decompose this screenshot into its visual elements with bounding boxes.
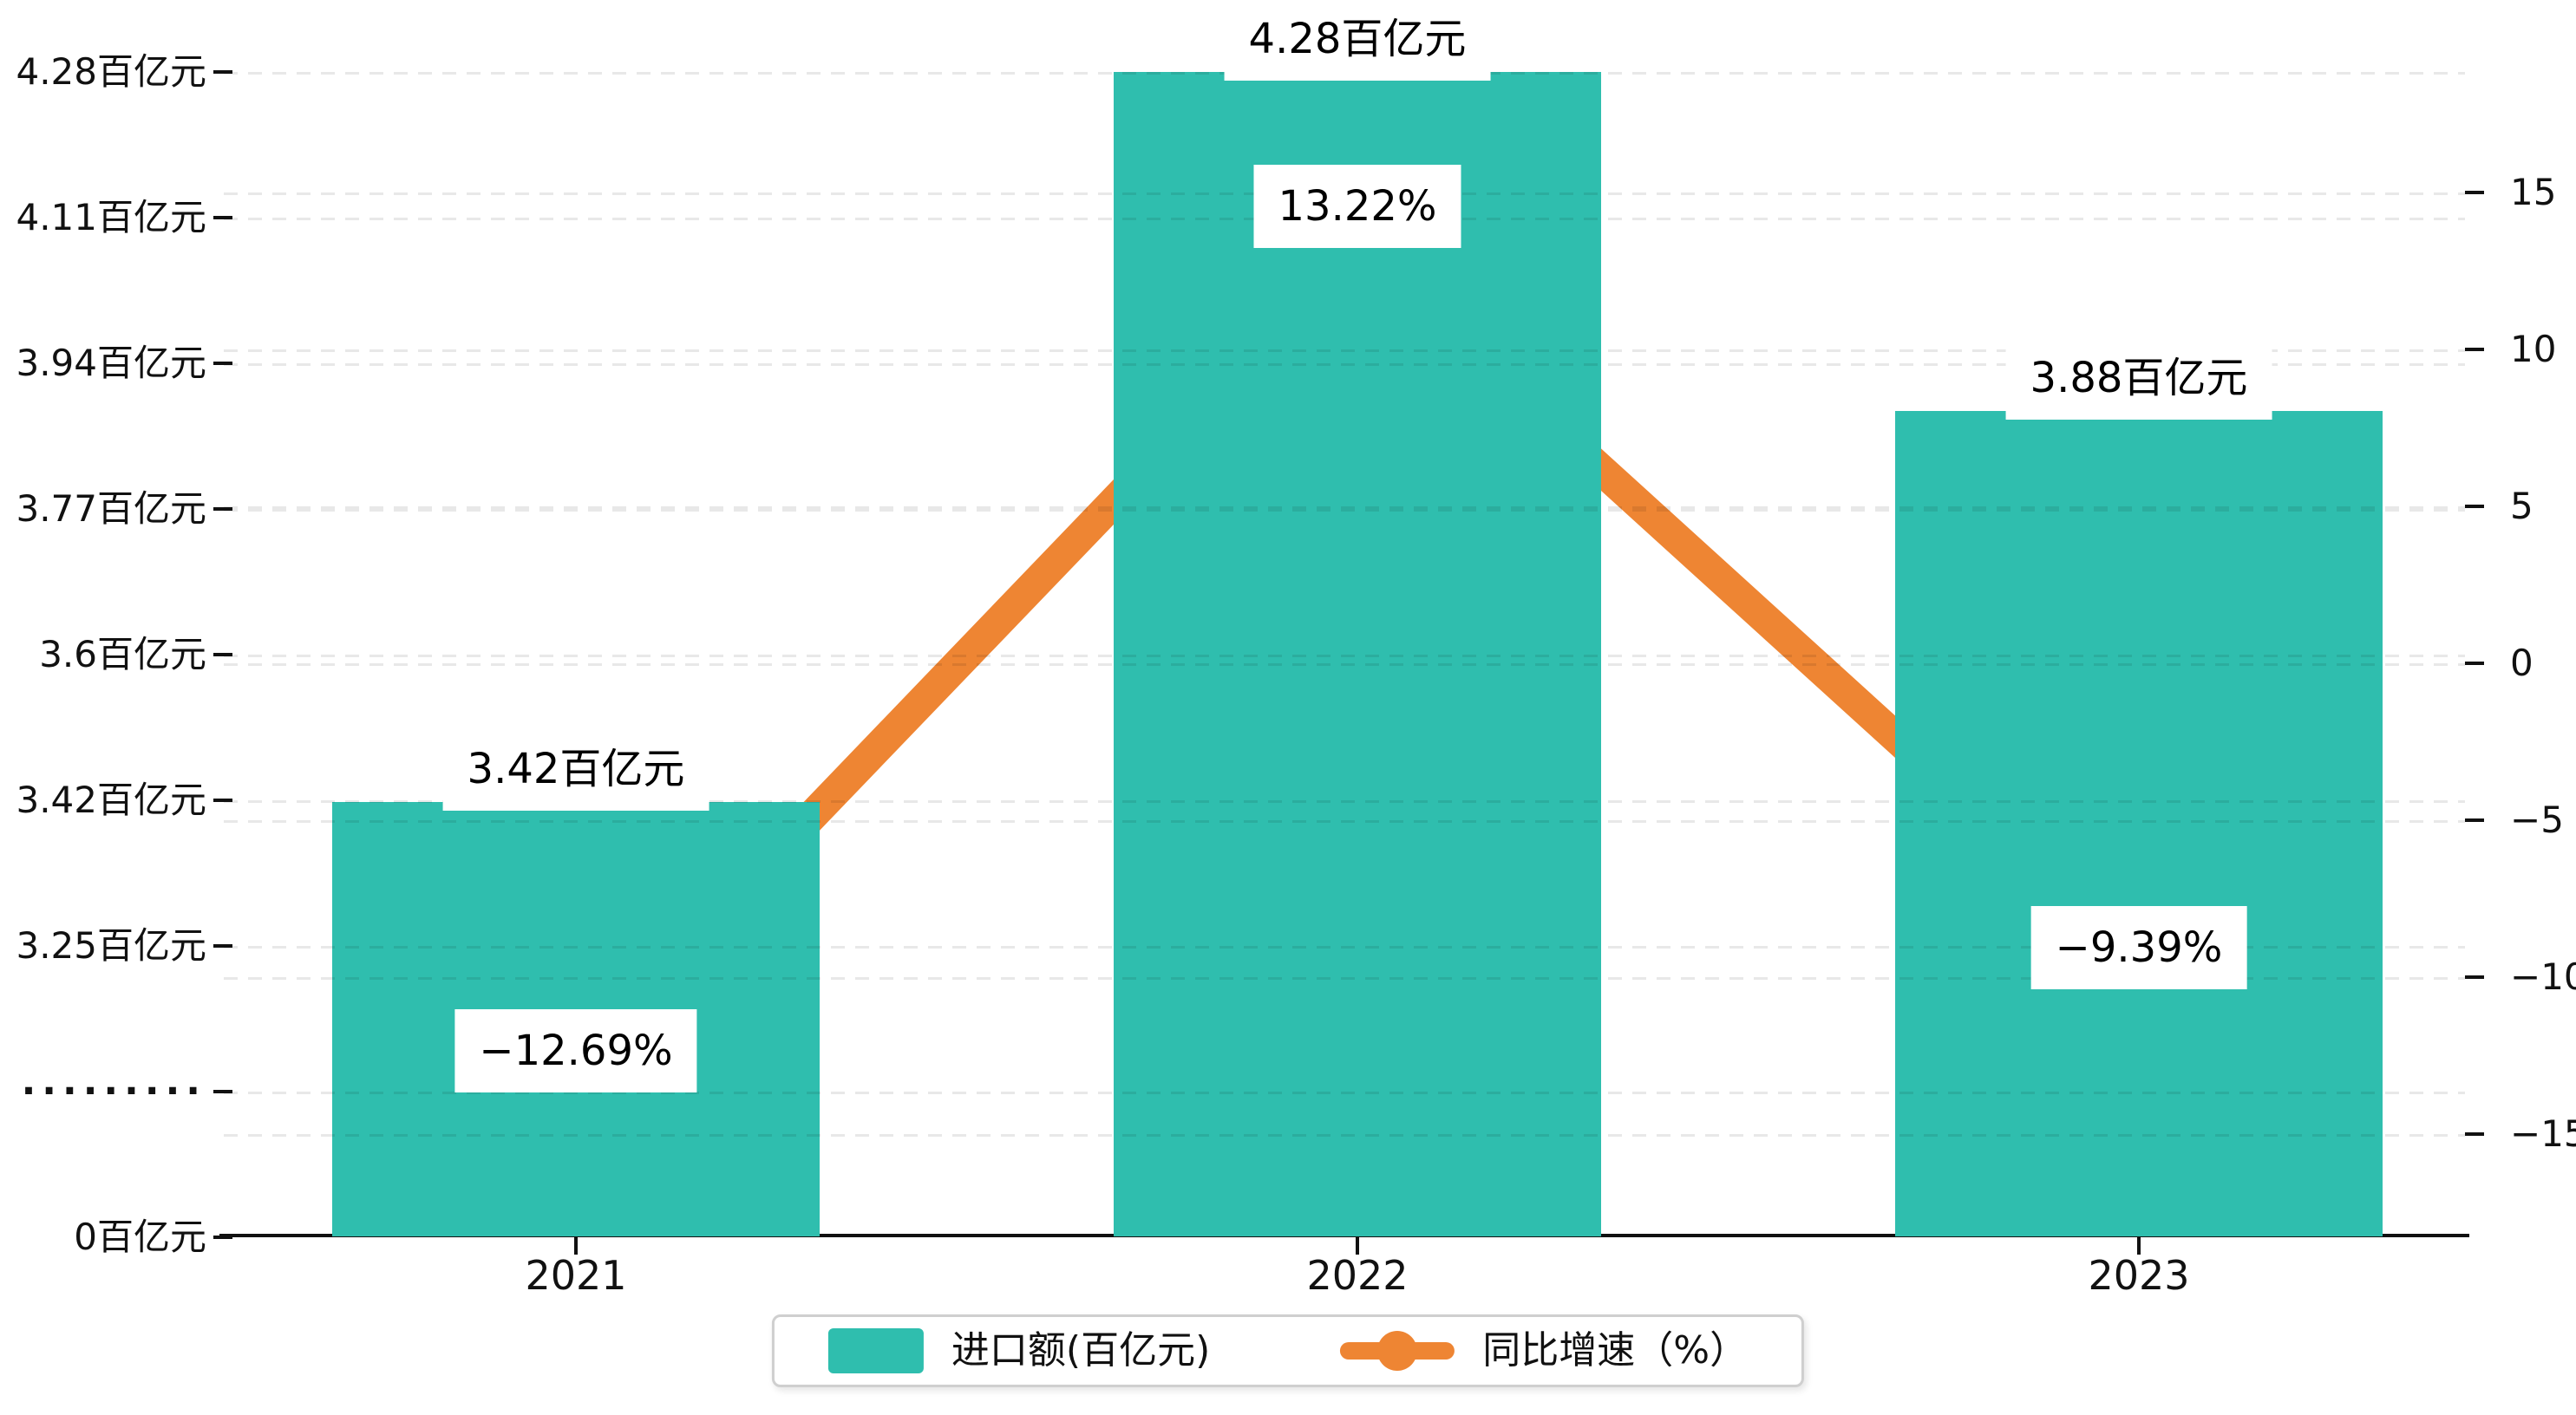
line-icon-marker bbox=[1377, 1331, 1418, 1371]
y-axis-right-label-2: 5 bbox=[2510, 485, 2534, 527]
y-axis-left-tick-1 bbox=[213, 216, 232, 219]
growth-value-label-2021: −12.69% bbox=[454, 1009, 697, 1093]
gridline-right-2 bbox=[224, 506, 2465, 509]
bar-value-label-2022: 4.28百亿元 bbox=[1224, 0, 1491, 81]
gridline-right-5 bbox=[224, 977, 2465, 980]
bar-value-label-2023: 3.88百亿元 bbox=[2005, 336, 2272, 421]
y-axis-left-label-1: 4.11百亿元 bbox=[16, 196, 206, 238]
bar-value-label-2021: 3.42百亿元 bbox=[442, 727, 709, 811]
legend-label-yoy-growth: 同比增速（%） bbox=[1482, 1328, 1749, 1373]
line-series-icon bbox=[1340, 1328, 1455, 1373]
y-axis-left-tick-7 bbox=[213, 1090, 232, 1093]
legend-item-import-value[interactable]: 进口额(百亿元) bbox=[827, 1328, 1211, 1373]
y-axis-right-tick-6 bbox=[2465, 1132, 2484, 1136]
x-axis-tick-2022 bbox=[1356, 1237, 1359, 1255]
gridline-right-6 bbox=[224, 1134, 2465, 1137]
y-axis-left-tick-5 bbox=[213, 799, 232, 802]
growth-value-label-2023: −9.39% bbox=[2030, 905, 2247, 989]
y-axis-left-label-2: 3.94百亿元 bbox=[16, 342, 206, 384]
y-axis-left-label-4: 3.6百亿元 bbox=[39, 633, 206, 675]
y-axis-left-label-7: ········· bbox=[21, 1069, 206, 1113]
y-axis-left-label-8: 0百亿元 bbox=[74, 1216, 206, 1258]
y-axis-right-tick-5 bbox=[2465, 975, 2484, 979]
x-axis-tick-2023 bbox=[2137, 1237, 2141, 1255]
y-axis-left-label-5: 3.42百亿元 bbox=[16, 779, 206, 821]
gridline-left-3 bbox=[224, 509, 2465, 512]
y-axis-left-tick-8 bbox=[213, 1236, 232, 1239]
y-axis-left-tick-3 bbox=[213, 507, 232, 511]
y-axis-right-tick-3 bbox=[2465, 662, 2484, 665]
x-axis-label-2023: 2023 bbox=[2088, 1252, 2190, 1299]
gridline-left-4 bbox=[224, 655, 2465, 657]
x-axis-label-2021: 2021 bbox=[525, 1252, 627, 1299]
gridline-right-1 bbox=[224, 349, 2465, 352]
y-axis-left-tick-0 bbox=[213, 70, 232, 74]
bar-series-swatch-icon bbox=[827, 1328, 924, 1373]
y-axis-left-label-3: 3.77百亿元 bbox=[16, 487, 206, 530]
x-axis-label-2022: 2022 bbox=[1306, 1252, 1409, 1299]
y-axis-right-label-3: 0 bbox=[2510, 642, 2534, 684]
legend-item-yoy-growth[interactable]: 同比增速（%） bbox=[1340, 1328, 1748, 1373]
gridline-right-3 bbox=[224, 663, 2465, 666]
y-axis-left-tick-6 bbox=[213, 944, 232, 948]
bar-2023[interactable] bbox=[1895, 411, 2383, 1236]
legend-label-import-value: 进口额(百亿元) bbox=[951, 1328, 1211, 1373]
y-axis-right-tick-0 bbox=[2465, 191, 2484, 194]
gridline-left-5 bbox=[224, 800, 2465, 803]
gridline-left-2 bbox=[224, 363, 2465, 366]
x-axis-tick-2021 bbox=[574, 1237, 578, 1255]
y-axis-right-tick-2 bbox=[2465, 505, 2484, 508]
y-axis-right-label-0: 15 bbox=[2510, 171, 2557, 213]
y-axis-left-tick-2 bbox=[213, 362, 232, 365]
gridline-right-4 bbox=[224, 820, 2465, 823]
y-axis-right-tick-1 bbox=[2465, 348, 2484, 351]
y-axis-left-label-0: 4.28百亿元 bbox=[16, 50, 206, 93]
legend: 进口额(百亿元) 同比增速（%） bbox=[771, 1314, 1805, 1387]
y-axis-right-label-6: −15 bbox=[2510, 1112, 2576, 1155]
y-axis-left-label-6: 3.25百亿元 bbox=[16, 924, 206, 967]
gridline-left-7 bbox=[224, 1092, 2465, 1094]
y-axis-right-label-4: −5 bbox=[2510, 799, 2564, 841]
growth-value-label-2022: 13.22% bbox=[1253, 165, 1461, 249]
y-axis-right-label-5: −10 bbox=[2510, 955, 2576, 998]
y-axis-left-tick-4 bbox=[213, 653, 232, 656]
y-axis-right-tick-4 bbox=[2465, 818, 2484, 822]
bar-2022[interactable] bbox=[1114, 72, 1601, 1236]
gridline-left-6 bbox=[224, 946, 2465, 949]
y-axis-right-label-1: 10 bbox=[2510, 328, 2557, 370]
